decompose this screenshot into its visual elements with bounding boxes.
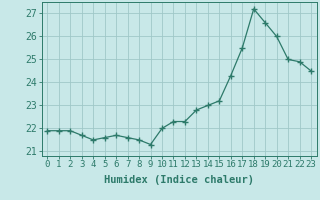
X-axis label: Humidex (Indice chaleur): Humidex (Indice chaleur) [104, 175, 254, 185]
